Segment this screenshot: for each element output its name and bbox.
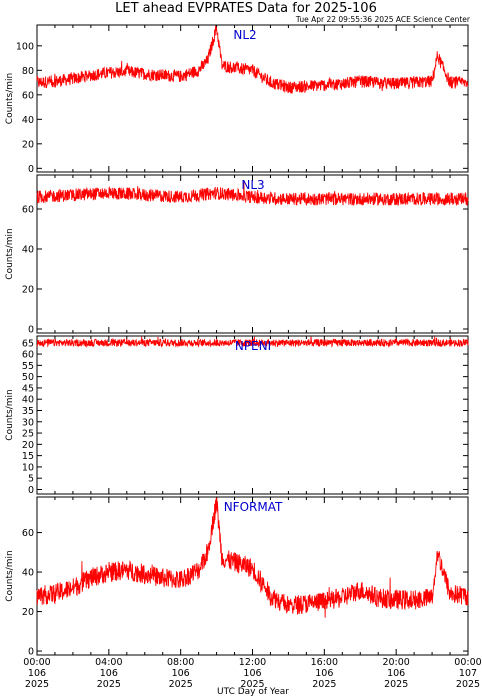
panel-frame [36,335,469,495]
y-tick-label: 30 [22,417,34,428]
y-tick-label: 0 [28,647,34,658]
timestamp: Tue Apr 22 09:55:36 2025 ACE Science Cen… [295,15,471,24]
x-tick-time: 20:00 [382,657,409,668]
series-line-npeni [36,336,469,349]
panel-frame [36,24,469,173]
x-tick-doy: 106 [243,668,261,679]
y-tick-label: 60 [22,350,34,361]
x-tick-year: 2025 [240,679,264,690]
x-axis-ticks: 00:00106202504:00106202508:00106202512:0… [23,657,481,690]
x-tick-time: 16:00 [311,657,338,668]
x-tick-time: 08:00 [167,657,194,668]
y-tick-label: 5 [28,474,34,485]
x-tick-year: 2025 [97,679,121,690]
y-axis-label: Counts/min [5,228,15,279]
x-tick-year: 2025 [25,679,49,690]
y-tick-label: 35 [22,406,34,417]
x-tick-time: 00:00 [23,657,50,668]
x-tick-time: 00:00 [454,657,481,668]
series-line-nl3 [36,182,469,207]
y-tick-label: 20 [22,607,34,618]
panels: 020406080100Counts/minNL20204060Counts/m… [5,24,469,658]
y-tick-label: 60 [22,90,34,101]
y-tick-label: 40 [22,568,34,579]
y-tick-label: 80 [22,66,34,77]
chart-title: LET ahead EVPRATES Data for 2025-106 [115,1,377,16]
x-tick-doy: 107 [459,668,477,679]
x-tick-time: 04:00 [95,657,122,668]
y-axis-label: Counts/min [5,73,15,124]
y-tick-label: 0 [28,164,34,175]
y-tick-label: 55 [22,361,34,372]
series-line-nformat [36,497,469,618]
y-tick-label: 25 [22,429,34,440]
y-tick-label: 40 [22,245,34,256]
y-axis-label: Counts/min [5,389,15,440]
x-tick-doy: 106 [315,668,333,679]
x-tick-year: 2025 [456,679,480,690]
y-tick-label: 45 [22,383,34,394]
x-tick-year: 2025 [384,679,408,690]
x-tick-year: 2025 [312,679,336,690]
series-label-npeni: NPENI [235,339,271,353]
y-tick-label: 40 [22,115,34,126]
panel-nl3: 0 20 40 60 Counts/min NL3 [5,174,469,336]
y-tick-label: 10 [22,462,34,473]
x-tick-doy: 106 [387,668,405,679]
y-tick-label: 0 [28,485,34,496]
y-tick-label: 20 [22,139,34,150]
y-tick-label: 15 [22,451,34,462]
series-line-nl2 [36,25,469,94]
y-tick-label: 40 [22,395,34,406]
y-tick-label: 65 [22,338,34,349]
y-tick-label: 50 [22,372,34,383]
y-tick-label: 100 [16,41,34,52]
x-axis-label: UTC Day of Year [217,687,289,697]
panel-nl2: 0 20 40 60 80 100 Counts/min NL2 [5,24,469,175]
x-tick-year: 2025 [169,679,193,690]
x-tick-doy: 106 [28,668,46,679]
y-tick-label: 0 [28,325,34,336]
x-tick-doy: 106 [172,668,190,679]
y-axis-label: Counts/min [5,550,15,601]
x-tick-doy: 106 [100,668,118,679]
y-tick-label: 60 [22,205,34,216]
series-label-nl3: NL3 [241,178,264,192]
y-tick-label: 20 [22,285,34,296]
x-tick-time: 12:00 [239,657,266,668]
series-label-nl2: NL2 [233,28,256,42]
y-tick-label: 20 [22,440,34,451]
y-tick-label: 60 [22,528,34,539]
series-label-nformat: NFORMAT [224,500,283,514]
panel-nformat: 0 20 40 60 Counts/min NFORMAT [5,496,469,658]
